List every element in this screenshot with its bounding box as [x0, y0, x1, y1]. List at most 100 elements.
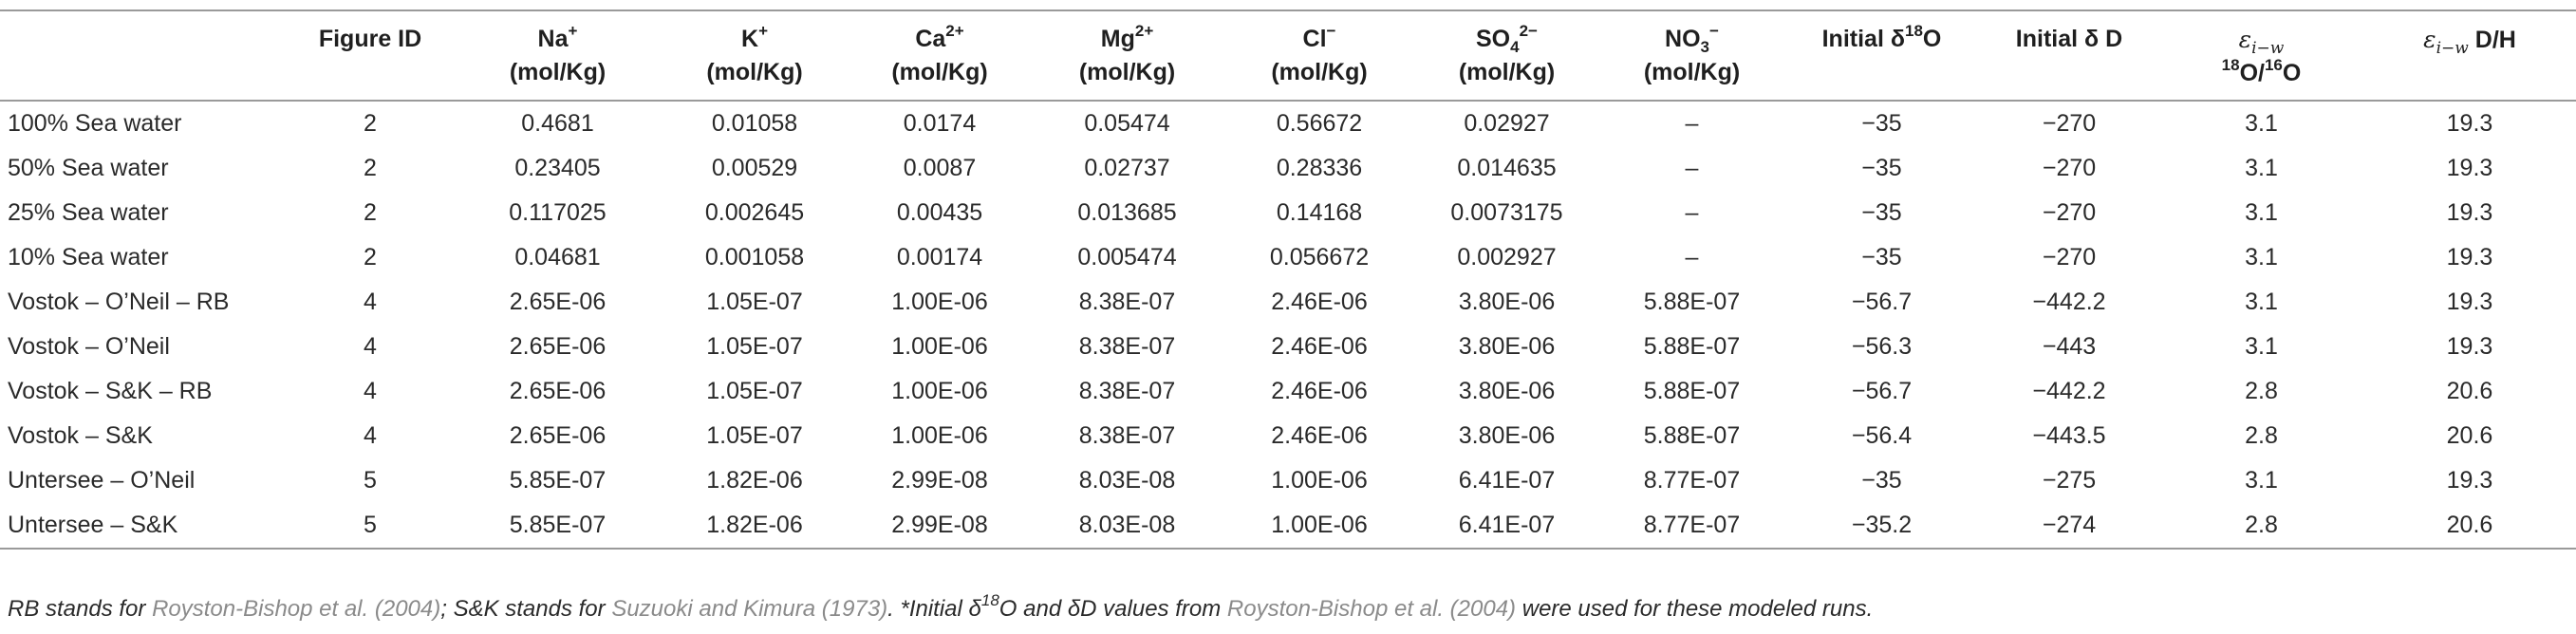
cell-eps-o: 3.1 [2245, 110, 2278, 137]
cell-ca: 0.00174 [896, 244, 983, 270]
header-cl-unit: (mol/Kg) [1271, 59, 1368, 85]
cell-na: 2.65E-06 [509, 378, 607, 404]
cell-eps-h: 19.3 [2446, 333, 2493, 360]
cell-initial-d18o: −35 [1861, 244, 1902, 270]
header-so4-sub: 4 [1510, 38, 1520, 56]
table-footnote: RB stands for Royston-Bishop et al. (200… [8, 592, 1874, 623]
cell-eps-o: 3.1 [2245, 289, 2278, 315]
header-d18o-suffix: O [1922, 26, 1942, 52]
header-name [0, 9, 285, 102]
header-figure-id: Figure ID [285, 9, 456, 102]
cell-figure-id: 4 [364, 289, 377, 315]
cell-k: 0.01058 [711, 110, 798, 137]
header-row: Figure ID Na+ (mol/Kg) K+ (mol/Kg) Ca2+ … [0, 9, 2576, 102]
cell-name: 50% Sea water [8, 155, 169, 181]
cell-ca: 1.00E-06 [891, 333, 988, 360]
cell-name: 100% Sea water [8, 110, 182, 137]
header-eps-h: εi−w D/H [2363, 9, 2576, 102]
cell-figure-id: 2 [364, 155, 377, 181]
cell-ca: 1.00E-06 [891, 289, 988, 315]
cell-no3: 5.88E-07 [1643, 422, 1741, 449]
cell-figure-id: 5 [364, 467, 377, 494]
cell-ca: 1.00E-06 [891, 378, 988, 404]
data-table: Figure ID Na+ (mol/Kg) K+ (mol/Kg) Ca2+ … [0, 9, 2576, 550]
cell-k: 1.05E-07 [706, 289, 803, 315]
cell-initial-d18o: −35 [1861, 199, 1902, 226]
cell-cl: 0.56672 [1276, 110, 1363, 137]
table-row: Untersee – O’Neil 5 5.85E-07 1.82E-06 2.99E-… [0, 458, 2576, 503]
header-eps-o-sub: i−w [2251, 39, 2285, 58]
cell-mg: 8.38E-07 [1078, 378, 1176, 404]
cell-eps-h: 19.3 [2446, 199, 2493, 226]
cell-cl: 1.00E-06 [1224, 503, 1414, 550]
cell-initial-dd: −443 [2042, 333, 2097, 360]
cell-mg: 0.013685 [1077, 199, 1177, 226]
cell-initial-d18o: −56.3 [1851, 333, 1913, 360]
cell-k: 1.82E-06 [706, 467, 803, 494]
cell-ca: 0.00435 [896, 199, 983, 226]
cell-initial-d18o: −56.4 [1851, 422, 1913, 449]
cell-no3: 5.88E-07 [1643, 289, 1741, 315]
cell-figure-id: 2 [364, 244, 377, 270]
cell-no3: 8.77E-07 [1643, 467, 1741, 494]
cell-mg: 8.38E-07 [1078, 422, 1176, 449]
cell-so4: 6.41E-07 [1458, 467, 1556, 494]
cell-k: 0.00529 [711, 155, 798, 181]
cell-na: 5.85E-07 [456, 503, 660, 550]
cell-mg: 0.05474 [1084, 110, 1170, 137]
cell-na: 2.65E-06 [509, 422, 607, 449]
cell-na: 0.4681 [521, 110, 594, 137]
cell-initial-dd: −270 [2042, 244, 2097, 270]
cell-cl: 0.28336 [1276, 155, 1363, 181]
cell-eps-o: 3.1 [2245, 199, 2278, 226]
cell-eps-o: 3.1 [2245, 244, 2278, 270]
cell-name: 10% Sea water [8, 244, 169, 270]
cell-initial-dd: −442.2 [2032, 289, 2106, 315]
cell-na: 0.23405 [514, 155, 601, 181]
header-eps-o-mid: O/ [2239, 60, 2265, 86]
cell-no3: – [1685, 110, 1699, 137]
cell-cl: 2.46E-06 [1271, 289, 1368, 315]
header-ca-symbol: Ca [915, 26, 946, 52]
cell-figure-id: 5 [285, 503, 456, 550]
cell-initial-dd: −274 [1979, 503, 2159, 550]
cell-no3: – [1685, 244, 1699, 270]
cell-ca: 0.0174 [903, 110, 977, 137]
cell-so4: 3.80E-06 [1458, 422, 1556, 449]
header-initial-d18o: Initial δ18O [1784, 9, 1979, 102]
cell-mg: 0.005474 [1077, 244, 1177, 270]
cell-initial-d18o: −35 [1861, 110, 1902, 137]
header-so4-symbol: SO [1476, 26, 1511, 52]
cell-cl: 0.056672 [1269, 244, 1370, 270]
cell-name: Vostok – S&K [8, 422, 153, 449]
cell-na: 2.65E-06 [509, 289, 607, 315]
cell-eps-o: 3.1 [2245, 155, 2278, 181]
cell-eps-o: 2.8 [2245, 422, 2278, 449]
cell-so4: 3.80E-06 [1458, 378, 1556, 404]
cell-na: 5.85E-07 [509, 467, 607, 494]
header-k-unit: (mol/Kg) [706, 59, 803, 85]
header-no3-unit: (mol/Kg) [1643, 59, 1741, 85]
footnote-ref-royston-bishop[interactable]: Royston-Bishop et al. (2004) [152, 596, 441, 622]
cell-name: Vostok – S&K – RB [8, 378, 213, 404]
footnote-ref-royston-bishop-2[interactable]: Royston-Bishop et al. (2004) [1226, 596, 1517, 622]
cell-k: 0.002645 [704, 199, 805, 226]
header-na: Na+ (mol/Kg) [456, 9, 660, 102]
cell-name: 25% Sea water [8, 199, 169, 226]
cell-no3: – [1685, 199, 1699, 226]
cell-so4: 3.80E-06 [1458, 333, 1556, 360]
cell-eps-h: 20.6 [2363, 503, 2576, 550]
cell-initial-d18o: −56.7 [1851, 289, 1913, 315]
header-mg-symbol: Mg [1100, 26, 1135, 52]
footnote-part5: were used for these modeled runs. [1516, 596, 1874, 622]
table-row: Vostok – O’Neil – RB 4 2.65E-06 1.05E-07 1.0… [0, 280, 2576, 325]
cell-na: 0.117025 [509, 199, 607, 226]
header-no3: NO3− (mol/Kg) [1599, 9, 1784, 102]
cell-initial-dd: −270 [2042, 199, 2097, 226]
cell-ca: 0.0087 [903, 155, 977, 181]
header-ca: Ca2+ (mol/Kg) [849, 9, 1030, 102]
header-na-unit: (mol/Kg) [509, 59, 607, 85]
cell-so4: 3.80E-06 [1458, 289, 1556, 315]
footnote-ref-suzuoki-kimura[interactable]: Suzuoki and Kimura (1973) [611, 596, 888, 622]
cell-cl: 1.00E-06 [1271, 467, 1368, 494]
